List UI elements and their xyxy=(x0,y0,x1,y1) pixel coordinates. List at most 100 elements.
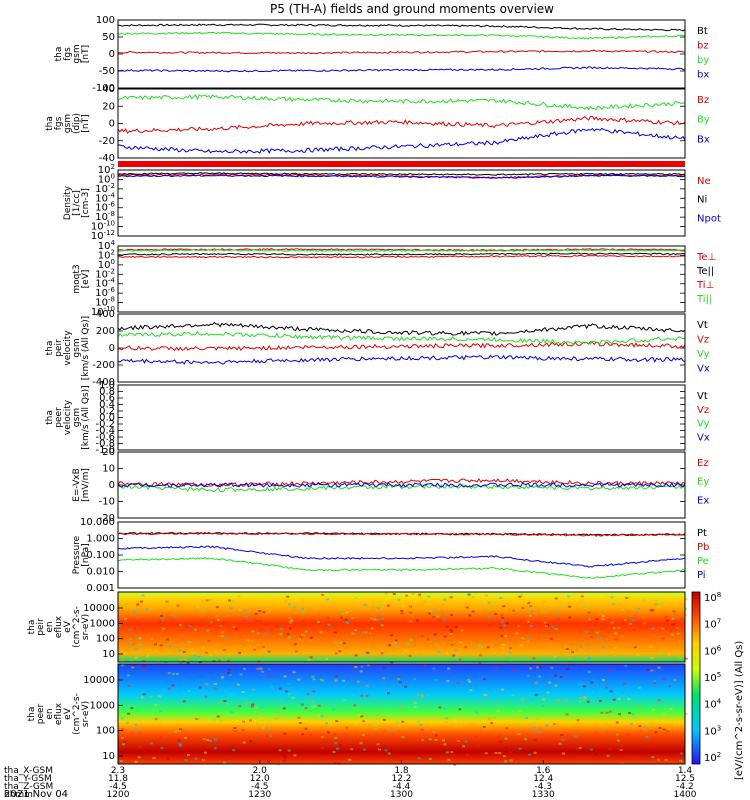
heatmap-cell xyxy=(582,685,586,688)
heatmap-cell xyxy=(372,649,376,652)
heatmap-cell xyxy=(434,643,438,646)
legend-label: By xyxy=(697,115,710,126)
y-tick-label: 10000 xyxy=(83,675,115,686)
heatmap-cell xyxy=(202,646,205,649)
heatmap-cell xyxy=(316,658,320,661)
heatmap-cell xyxy=(667,684,671,687)
heatmap-cell xyxy=(584,631,588,634)
heatmap-cell xyxy=(562,606,566,609)
heatmap-cell xyxy=(614,638,618,641)
heatmap-cell xyxy=(484,594,488,597)
heatmap-cell xyxy=(417,757,421,760)
y-axis-label: (dip) xyxy=(72,113,82,134)
heatmap-cell xyxy=(380,618,384,621)
heatmap-cell xyxy=(267,675,271,678)
heatmap-cell xyxy=(676,632,680,635)
y-tick-label: 1000 xyxy=(90,618,115,629)
heatmap-cell xyxy=(501,643,505,646)
colorbar-tick-label: 107 xyxy=(704,618,721,631)
heatmap-cell xyxy=(343,608,347,611)
heatmap-cell xyxy=(307,658,311,661)
heatmap-cell xyxy=(325,658,329,660)
heatmap-cell xyxy=(182,658,186,661)
heatmap-cell xyxy=(421,695,424,698)
y-axis-label: tha xyxy=(45,116,55,131)
heatmap-cell xyxy=(154,643,157,646)
orbit-value: 1.8 xyxy=(394,766,409,776)
heatmap-cell xyxy=(319,631,323,634)
heatmap-cell xyxy=(582,699,586,702)
heatmap-cell xyxy=(215,606,219,609)
heatmap-cell xyxy=(174,615,178,618)
heatmap-cell xyxy=(413,701,417,704)
y-tick-label: 10-10 xyxy=(91,220,115,233)
heatmap-cell xyxy=(266,760,270,763)
y-axis-label: gsm xyxy=(63,114,73,133)
heatmap-cell xyxy=(382,718,386,721)
heatmap-cell xyxy=(129,638,133,641)
heatmap-cell xyxy=(450,751,454,753)
series-line-Bt xyxy=(117,23,686,32)
heatmap-cell xyxy=(668,727,671,730)
heatmap-cell xyxy=(483,693,487,696)
quality-flag-bar xyxy=(118,161,685,167)
heatmap-cell xyxy=(334,675,338,678)
y-tick-label: 1.000 xyxy=(86,534,115,545)
y-tick-label: -20 xyxy=(99,136,115,147)
colorbar-tick-label: 103 xyxy=(704,724,721,737)
heatmap-cell xyxy=(447,667,451,670)
heatmap-cell xyxy=(621,744,625,747)
heatmap-cell xyxy=(177,739,181,742)
heatmap-cell xyxy=(470,723,474,726)
heatmap-cell xyxy=(428,640,432,643)
y-axis-label: Pressure xyxy=(72,535,82,574)
orbit-value: 2.3 xyxy=(111,766,125,776)
orbit-value: 1330 xyxy=(532,790,555,800)
y-axis-label: eflux xyxy=(54,615,64,638)
y-tick-label: 10000 xyxy=(83,603,115,614)
heatmap-cell xyxy=(126,721,130,724)
heatmap-cell xyxy=(138,643,142,646)
heatmap-cell xyxy=(597,692,601,695)
heatmap-cell xyxy=(141,594,145,597)
heatmap-cell xyxy=(665,730,669,733)
heatmap-cell xyxy=(521,637,525,640)
series-line-Ex xyxy=(117,482,686,488)
heatmap-cell xyxy=(452,654,456,657)
heatmap-cell xyxy=(301,633,305,636)
heatmap-cell xyxy=(487,601,491,604)
heatmap-cell xyxy=(551,625,555,628)
panel-frame xyxy=(117,245,686,313)
heatmap-cell xyxy=(529,625,533,628)
heatmap-cell xyxy=(325,722,328,725)
heatmap-cell xyxy=(383,601,387,604)
y-tick-label: 10 xyxy=(102,649,115,660)
heatmap-cell xyxy=(405,594,409,597)
heatmap-cell xyxy=(442,739,445,742)
heatmap-cell xyxy=(380,624,384,627)
heatmap-cell xyxy=(368,632,372,635)
y-axis-label: [nT] xyxy=(81,114,91,132)
heatmap-cell xyxy=(502,605,506,608)
heatmap-cell xyxy=(332,708,336,711)
legend-label: Vz xyxy=(697,405,709,416)
orbit-table: tha_X-GSMtha_Y-GSMtha_Z-GSMhhmm2.311.8-4… xyxy=(4,760,697,800)
heatmap-cell xyxy=(321,747,325,749)
heatmap-cell xyxy=(366,608,370,611)
heatmap-cell xyxy=(602,679,605,682)
heatmap-cell xyxy=(655,741,659,744)
y-tick-label: 102 xyxy=(98,163,115,176)
heatmap-cell xyxy=(599,638,603,641)
heatmap-cell xyxy=(498,740,502,743)
heatmap-cell xyxy=(366,664,370,667)
orbit-value: 1230 xyxy=(248,790,271,800)
y-axis-label: peer xyxy=(54,407,64,428)
heatmap-cell xyxy=(475,711,479,714)
heatmap-cell xyxy=(642,599,645,602)
heatmap-cell xyxy=(532,657,536,660)
heatmap-cell xyxy=(312,705,316,708)
heatmap-cell xyxy=(499,597,503,599)
y-axis-label: eflux xyxy=(54,702,64,725)
heatmap-cell xyxy=(657,666,661,669)
